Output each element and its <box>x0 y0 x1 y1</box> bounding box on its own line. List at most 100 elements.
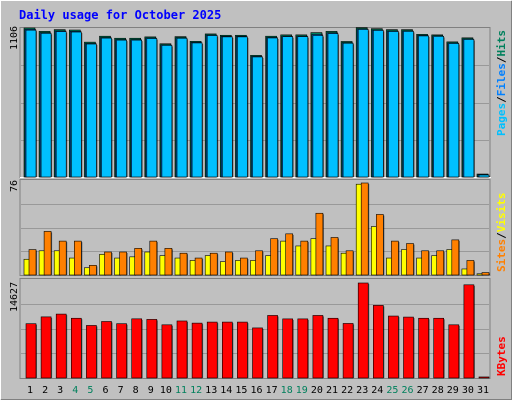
hits-bar-pages-day-10 <box>161 45 173 178</box>
day-label-12: 12 <box>190 385 202 396</box>
hits-bar-pages-day-21 <box>327 33 339 178</box>
kbytes-bar-kbytes-day-29 <box>448 324 460 379</box>
hits-bar-pages-day-26 <box>403 31 414 178</box>
hits-bar-pages-day-5 <box>86 43 97 178</box>
kbytes-bar-kbytes-day-1 <box>25 323 37 379</box>
day-label-5: 5 <box>87 385 93 396</box>
visits-bar-sites-day-3 <box>58 240 67 276</box>
hits-bar-pages-day-13 <box>206 35 218 178</box>
kbytes-bar-kbytes-day-30 <box>463 284 475 379</box>
chart-title: Daily usage for October 2025 <box>19 8 221 22</box>
visits-bar-sites-day-17 <box>270 238 278 276</box>
legend-hits: Hits <box>495 30 508 57</box>
visits-bar-sites-day-9 <box>149 240 158 276</box>
visits-legend: Sites/Visits <box>495 193 508 273</box>
kbytes-panel <box>19 278 491 379</box>
kbytes-bar-kbytes-day-16 <box>252 327 263 379</box>
visits-bar-sites-day-18 <box>285 233 294 276</box>
kbytes-bar-kbytes-day-3 <box>55 313 67 379</box>
hits-bar-pages-day-9 <box>146 38 158 178</box>
kbytes-bar-kbytes-day-28 <box>433 317 445 379</box>
day-label-9: 9 <box>148 385 154 396</box>
kbytes-bar-kbytes-day-9 <box>146 319 158 379</box>
hits-panel-border-bottom <box>20 177 491 178</box>
day-label-24: 24 <box>371 385 383 396</box>
hits-bar-pages-day-19 <box>297 36 309 178</box>
visits-bar-sites-day-28 <box>436 250 445 276</box>
day-label-8: 8 <box>133 385 139 396</box>
hits-bar-pages-day-1 <box>25 29 37 178</box>
day-label-16: 16 <box>250 385 262 396</box>
visits-bar-sites-day-11 <box>179 252 188 276</box>
visits-bar-sites-day-27 <box>421 250 429 276</box>
hits-bar-pages-day-6 <box>101 37 112 178</box>
hits-bar-pages-day-3 <box>55 31 67 178</box>
visits-bar-sites-day-22 <box>345 250 354 276</box>
day-label-23: 23 <box>356 385 368 396</box>
kbytes-bar-kbytes-day-21 <box>327 317 339 379</box>
hits-bar-pages-day-7 <box>116 39 127 178</box>
visits-bar-sites-day-24 <box>375 214 384 276</box>
kbytes-bar-kbytes-day-4 <box>71 317 82 379</box>
hits-bar-pages-day-15 <box>237 36 248 178</box>
visits-bar-sites-day-2 <box>43 231 52 276</box>
day-label-14: 14 <box>220 385 232 396</box>
kbytes-bar-kbytes-day-24 <box>372 305 384 379</box>
day-label-20: 20 <box>311 385 323 396</box>
hits-bar-pages-day-31 <box>478 174 490 178</box>
day-label-26: 26 <box>401 385 413 396</box>
kbytes-bar-kbytes-day-26 <box>403 316 414 379</box>
visits-bar-sites-day-10 <box>164 248 173 276</box>
day-label-1: 1 <box>27 385 33 396</box>
kbytes-bar-kbytes-day-5 <box>86 325 97 379</box>
visits-bar-sites-day-1 <box>28 249 37 276</box>
kbytes-bar-kbytes-day-6 <box>101 321 112 379</box>
kbytes-legend: KBytes <box>495 336 508 376</box>
legend-visits: Visits <box>495 193 508 233</box>
visits-ymax-label: 76 <box>9 180 20 192</box>
day-label-6: 6 <box>102 385 108 396</box>
legend-files: Files <box>495 63 508 96</box>
kbytes-bar-kbytes-day-18 <box>282 318 294 379</box>
visits-bar-sites-day-16 <box>255 250 263 276</box>
hits-bar-pages-day-11 <box>176 37 188 178</box>
kbytes-bar-kbytes-day-13 <box>206 321 218 379</box>
visits-bar-sites-day-4 <box>74 240 82 276</box>
day-label-2: 2 <box>42 385 48 396</box>
legend-sep-2: / <box>495 56 508 63</box>
hits-bar-pages-day-24 <box>372 30 384 178</box>
hits-bar-pages-day-18 <box>282 36 294 178</box>
day-label-3: 3 <box>57 385 63 396</box>
kbytes-ymax-label: 14627 <box>9 282 20 312</box>
hits-bar-pages-day-16 <box>252 56 263 178</box>
visits-bar-sites-day-7 <box>119 251 127 276</box>
visits-bar-sites-day-14 <box>225 251 233 276</box>
kbytes-bar-kbytes-day-14 <box>222 321 233 379</box>
visits-bar-sites-day-5 <box>89 265 97 276</box>
day-label-7: 7 <box>118 385 124 396</box>
visits-bar-sites-day-30 <box>466 260 475 276</box>
kbytes-bar-kbytes-day-22 <box>342 323 354 379</box>
hits-bar-pages-day-14 <box>222 36 233 178</box>
day-label-31: 31 <box>477 385 489 396</box>
kbytes-bar-kbytes-day-11 <box>176 320 188 379</box>
day-label-11: 11 <box>175 385 187 396</box>
hits-bar-pages-day-20 <box>312 35 324 178</box>
hits-bar-pages-day-25 <box>388 31 399 178</box>
kbytes-bar-kbytes-day-10 <box>161 324 173 379</box>
day-label-10: 10 <box>160 385 172 396</box>
day-label-25: 25 <box>386 385 398 396</box>
hits-bar-pages-day-29 <box>448 43 460 178</box>
day-label-18: 18 <box>281 385 293 396</box>
legend-pages: Pages <box>495 103 508 136</box>
day-label-13: 13 <box>205 385 217 396</box>
kbytes-bar-kbytes-day-31 <box>478 376 490 379</box>
hits-panel <box>19 27 491 178</box>
visits-bar-sites-day-19 <box>300 240 309 276</box>
hits-bar-pages-day-28 <box>433 36 445 178</box>
day-label-17: 17 <box>266 385 278 396</box>
day-label-19: 19 <box>296 385 308 396</box>
day-label-22: 22 <box>341 385 353 396</box>
